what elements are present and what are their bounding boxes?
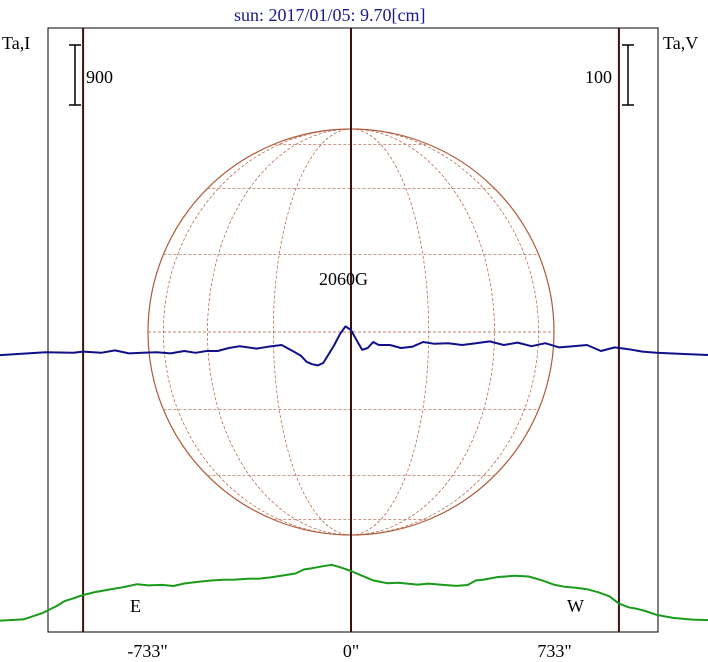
west-limb-label: W (567, 596, 584, 616)
east-limb-label: E (130, 596, 141, 616)
plot-frame (47, 27, 659, 633)
disk-meridian (350, 128, 495, 536)
x-axis-ticks: -1465"-733"0"733"1465" (127, 641, 571, 661)
disk-meridian (207, 128, 352, 536)
disk-meridian (350, 128, 539, 536)
disk-meridian (272, 128, 352, 536)
chart-title: sun: 2017/01/05: 9.70[cm] (234, 5, 426, 25)
disk-meridian (350, 128, 430, 536)
stokes-i-curve (0, 563, 708, 622)
right-scale-label: 100 (585, 67, 612, 87)
right-axis-label: Ta,V (663, 33, 699, 53)
x-tick-label: -733" (127, 641, 167, 661)
left-axis-label: Ta,I (2, 33, 31, 53)
region-annotation: 2060G (319, 269, 368, 289)
x-tick-label: 0" (343, 641, 359, 661)
disk-meridian (163, 128, 352, 536)
data-curves (0, 325, 708, 622)
stokes-v-curve (0, 325, 708, 367)
scale-bars (69, 44, 634, 106)
x-tick-label: 733" (537, 641, 571, 661)
left-scale-label: 900 (86, 67, 113, 87)
